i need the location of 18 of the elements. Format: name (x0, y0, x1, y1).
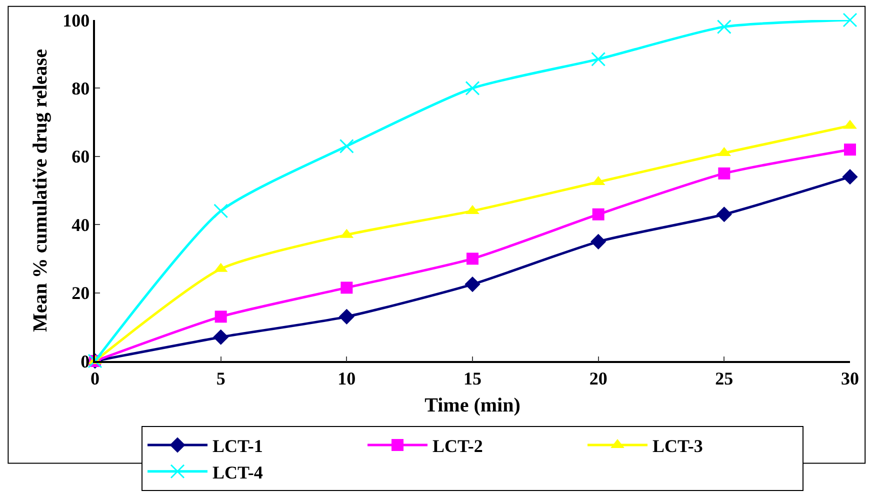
y-tick-label: 100 (62, 10, 90, 30)
x-tick-label: 30 (841, 368, 859, 388)
y-tick-label: 0 (80, 351, 90, 372)
legend-label: LCT-1 (212, 436, 263, 456)
x-axis-title: Time (min) (424, 394, 520, 416)
legend-label: LCT-2 (432, 436, 483, 456)
y-tick-label: 80 (72, 78, 90, 98)
x-tick-label: 25 (715, 368, 734, 388)
y-tick-label: 60 (72, 146, 90, 167)
legend-label: LCT-3 (652, 436, 703, 456)
x-tick-label: 5 (216, 368, 226, 388)
legend-label: LCT-4 (212, 462, 263, 482)
x-tick-label: 15 (464, 368, 482, 388)
x-tick-label: 20 (589, 368, 608, 388)
y-tick-label: 20 (72, 283, 90, 304)
x-tick-label: 10 (338, 368, 356, 388)
y-axis-title: Mean % cumulative drug release (30, 48, 52, 332)
y-tick-label: 40 (72, 214, 90, 235)
